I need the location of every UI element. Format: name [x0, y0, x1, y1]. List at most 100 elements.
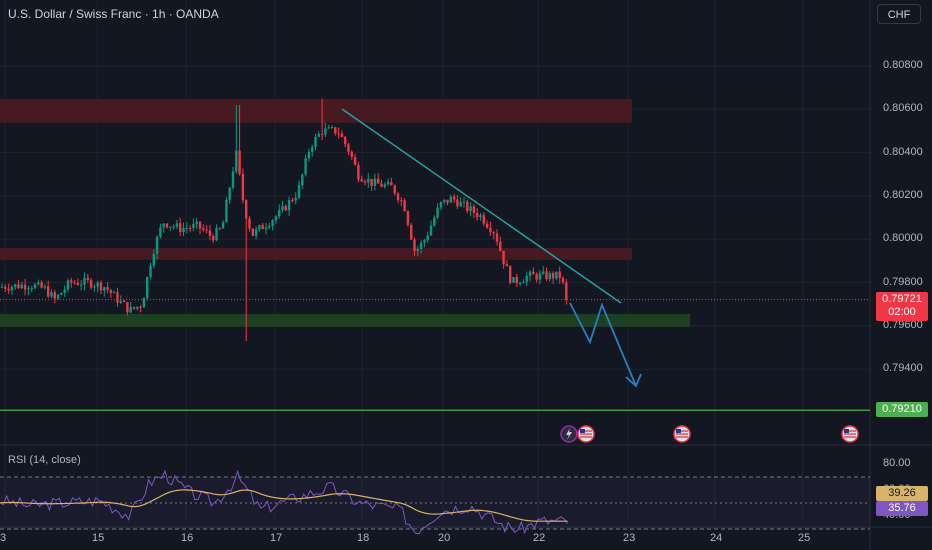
candle-body — [538, 273, 542, 280]
candle-body — [93, 286, 96, 288]
candle-body — [499, 241, 502, 251]
candle-body — [83, 277, 86, 285]
candle-body — [113, 292, 116, 294]
candle-body — [169, 226, 172, 228]
candle-body — [373, 178, 377, 186]
rsi-indicator-label[interactable]: RSI (14, close) — [8, 454, 81, 466]
resistance-zone-lower — [0, 248, 632, 260]
candle-body — [350, 151, 353, 157]
projection-arrowhead — [625, 373, 642, 388]
candle-body — [96, 282, 99, 287]
candle-body — [245, 200, 248, 219]
candle-body — [307, 151, 311, 159]
candle-body — [535, 274, 538, 280]
rsi-tick-label: 80.00 — [883, 457, 911, 469]
currency-button[interactable]: CHF — [877, 4, 921, 24]
candle-body — [334, 127, 337, 134]
candle-body — [208, 230, 212, 236]
candle-body — [548, 273, 551, 280]
time-tick-label: 20 — [438, 532, 451, 544]
candle-body — [30, 288, 33, 290]
time-tick-label: 17 — [270, 532, 283, 544]
candle-body — [50, 292, 53, 297]
rsi-line — [0, 469, 568, 535]
candle-body — [17, 284, 20, 289]
candle-body — [393, 185, 396, 194]
candle-body — [152, 253, 155, 266]
candle-body — [235, 150, 238, 172]
candle-body — [119, 300, 122, 303]
candle-body — [60, 292, 63, 295]
flash-icon — [560, 425, 578, 443]
candle-body — [301, 174, 304, 185]
candle-body — [383, 184, 386, 187]
candle-body — [228, 187, 231, 201]
candle-body — [146, 277, 149, 299]
candle-body — [320, 133, 324, 135]
candle-body — [132, 307, 136, 309]
candle-body — [419, 242, 423, 249]
candle-body — [56, 294, 60, 299]
candle-body — [53, 292, 56, 299]
descending-trendline — [341, 108, 622, 304]
candle-body — [469, 206, 472, 212]
candle-body — [433, 217, 436, 226]
symbol-title: U.S. Dollar / Swiss Franc · 1h · OANDA — [8, 7, 219, 21]
current-price-value: 0.79721 — [882, 293, 922, 305]
candle-body — [139, 306, 142, 308]
candle-body — [268, 225, 271, 228]
candle-body — [410, 224, 413, 240]
candle-body — [485, 223, 489, 228]
candle-body — [360, 179, 363, 182]
candle-body — [23, 284, 27, 290]
candle-body — [558, 271, 561, 278]
candle-body — [86, 277, 89, 281]
candle-body — [70, 280, 73, 283]
candle-body — [436, 207, 439, 218]
candle-body — [63, 289, 66, 293]
candle-body — [380, 183, 383, 187]
candle-body — [443, 199, 446, 202]
projection-path — [569, 302, 637, 387]
candle-body — [129, 307, 132, 313]
time-tick-label: 24 — [710, 532, 723, 544]
candle-body — [185, 227, 188, 229]
candle-body — [545, 271, 548, 280]
candle-body — [188, 227, 192, 229]
candle-body — [439, 201, 443, 208]
time-tick-label: 15 — [92, 532, 105, 544]
candle-body — [159, 227, 162, 237]
rsi-ma-line — [0, 489, 568, 522]
candle-body — [33, 284, 37, 289]
candle-body — [416, 248, 419, 251]
candle-body — [370, 178, 373, 186]
price-tick-label: 0.80800 — [883, 59, 923, 71]
candle-body — [466, 201, 469, 212]
candle-body — [258, 225, 261, 230]
candle-body — [482, 215, 485, 224]
candle-body — [215, 228, 218, 241]
candle-body — [103, 287, 106, 291]
candle-body — [122, 300, 126, 303]
candle-body — [231, 171, 235, 188]
current-price-tag: 0.79721 02:00 — [876, 292, 928, 321]
candle-body — [10, 286, 14, 291]
price-tick-label: 0.79600 — [883, 318, 923, 331]
candle-body — [525, 275, 528, 282]
candle-body — [179, 223, 182, 233]
candle-body — [429, 225, 433, 236]
price-tick-label: 0.79400 — [883, 362, 923, 375]
candle-body — [89, 280, 93, 288]
rsi-ma-value-tag: 35.76 — [876, 501, 928, 516]
candle-body — [27, 288, 30, 290]
candle-body — [396, 193, 400, 201]
candle-body — [327, 127, 330, 129]
candle-body — [423, 240, 426, 243]
candle-body — [363, 181, 367, 183]
candle-body — [492, 232, 495, 234]
candle-body — [459, 201, 462, 207]
candle-body — [218, 228, 221, 230]
support-zone — [0, 313, 690, 327]
candle-body — [522, 281, 525, 283]
